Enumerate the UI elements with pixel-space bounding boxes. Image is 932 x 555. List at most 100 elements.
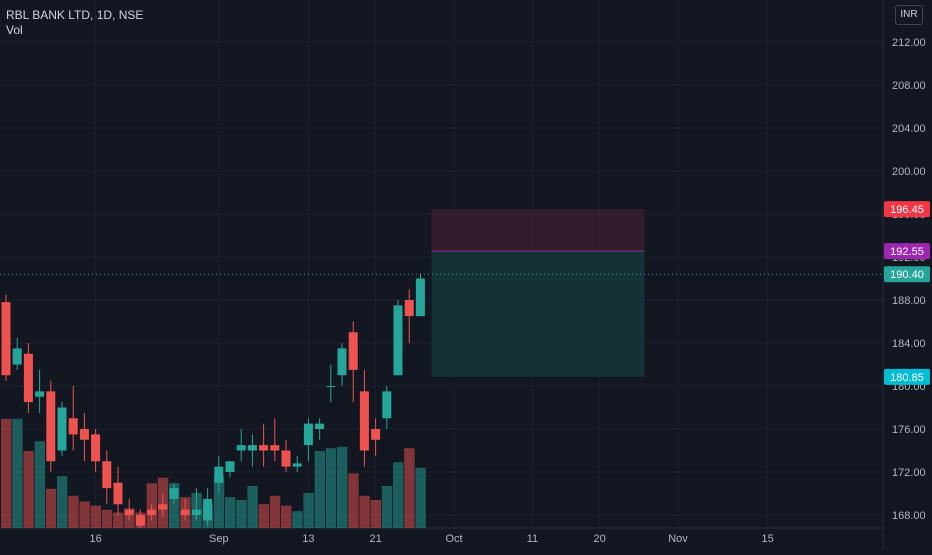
stop-price-badge-bg bbox=[884, 201, 930, 218]
candle-body[interactable] bbox=[147, 509, 157, 515]
candle-body[interactable] bbox=[46, 391, 56, 462]
candle-body[interactable] bbox=[393, 305, 403, 376]
candle-body[interactable] bbox=[57, 407, 67, 451]
time-tick-label: Oct bbox=[445, 533, 462, 545]
volume-bar bbox=[169, 483, 180, 528]
volume-bar bbox=[57, 476, 68, 528]
stop-loss-zone[interactable] bbox=[431, 209, 645, 252]
price-tick-label: 188.00 bbox=[892, 295, 926, 307]
volume-bar bbox=[90, 505, 101, 528]
candle-body[interactable] bbox=[135, 515, 145, 526]
volume-bar bbox=[292, 511, 303, 528]
time-tick-label: Sep bbox=[209, 533, 229, 545]
candle-body[interactable] bbox=[124, 509, 134, 515]
take-profit-zone[interactable] bbox=[431, 251, 645, 377]
candle-body[interactable] bbox=[23, 353, 33, 403]
volume-bar bbox=[258, 504, 269, 528]
volume-bar bbox=[393, 462, 404, 528]
price-tick-label: 168.00 bbox=[892, 510, 926, 522]
target-price-badge: 180.85 bbox=[890, 372, 924, 384]
candle-body[interactable] bbox=[91, 434, 101, 462]
volume-bar bbox=[23, 451, 34, 528]
time-tick-label: 13 bbox=[302, 533, 314, 545]
volume-bar bbox=[1, 418, 12, 528]
candle-body[interactable] bbox=[337, 348, 347, 376]
volume-bar bbox=[225, 497, 236, 528]
time-tick-label: Nov bbox=[668, 533, 688, 545]
stop-price-badge: 196.45 bbox=[890, 204, 924, 216]
candle-body[interactable] bbox=[12, 348, 22, 365]
candle-body[interactable] bbox=[415, 278, 425, 317]
volume-bar bbox=[68, 495, 79, 528]
volume-bar bbox=[404, 448, 415, 528]
volume-bar bbox=[269, 495, 281, 528]
candle-body[interactable] bbox=[359, 391, 369, 451]
candle-body[interactable] bbox=[214, 466, 224, 483]
volume-bar bbox=[281, 505, 292, 528]
price-tick-label: 172.00 bbox=[892, 467, 926, 479]
candle-body[interactable] bbox=[236, 445, 246, 451]
candle-body[interactable] bbox=[225, 461, 235, 472]
price-tick-label: 184.00 bbox=[892, 338, 926, 350]
candle-body[interactable] bbox=[382, 391, 392, 419]
candle-body[interactable] bbox=[203, 498, 213, 521]
candle-body[interactable] bbox=[169, 488, 179, 499]
price-tick-label: 204.00 bbox=[892, 123, 926, 135]
candle-body[interactable] bbox=[348, 332, 358, 370]
candle-body[interactable] bbox=[371, 429, 381, 440]
volume-label: Vol bbox=[6, 23, 23, 37]
volume-bar bbox=[337, 446, 348, 528]
volume-bar bbox=[381, 486, 393, 528]
volume-bar bbox=[213, 476, 225, 528]
volume-bar bbox=[79, 501, 90, 528]
candle-body[interactable] bbox=[79, 429, 89, 440]
volume-bar bbox=[359, 495, 370, 528]
currency-button[interactable]: INR bbox=[895, 5, 923, 25]
last-price-badge-bg bbox=[884, 266, 930, 283]
entry-price-badge: 192.55 bbox=[890, 246, 924, 258]
price-tick-label: 176.00 bbox=[892, 424, 926, 436]
time-tick-label: 11 bbox=[527, 533, 538, 545]
volume-bar bbox=[303, 493, 314, 528]
volume-bar bbox=[314, 451, 325, 528]
last-price-badge: 190.40 bbox=[890, 269, 924, 281]
candle-body[interactable] bbox=[247, 445, 257, 451]
volume-bar bbox=[370, 500, 381, 528]
candle-body[interactable] bbox=[404, 300, 414, 317]
candle-body[interactable] bbox=[1, 302, 11, 376]
volume-bar bbox=[325, 448, 337, 528]
volume-bar bbox=[348, 473, 359, 528]
price-tick-label: 208.00 bbox=[892, 80, 926, 92]
candle-body[interactable] bbox=[180, 509, 190, 515]
volume-bar bbox=[415, 467, 426, 528]
time-tick-label: 21 bbox=[369, 533, 381, 545]
candle-body[interactable] bbox=[158, 504, 168, 510]
candle-body[interactable] bbox=[191, 509, 201, 515]
time-tick-label: 16 bbox=[89, 533, 101, 545]
candle-body[interactable] bbox=[292, 463, 302, 467]
volume-bar bbox=[236, 500, 247, 528]
candle-body[interactable] bbox=[102, 461, 112, 489]
candle-body[interactable] bbox=[259, 445, 269, 451]
volume-bar bbox=[113, 512, 124, 528]
candle-body[interactable] bbox=[270, 445, 280, 451]
price-tick-label: 200.00 bbox=[892, 166, 926, 178]
volume-bar bbox=[247, 486, 258, 528]
time-tick-label: 15 bbox=[761, 533, 773, 545]
volume-bar bbox=[101, 509, 113, 528]
candle-body[interactable] bbox=[68, 418, 78, 435]
time-tick-label: 20 bbox=[593, 533, 605, 545]
price-tick-label: 212.00 bbox=[892, 37, 926, 49]
candle-body[interactable] bbox=[113, 482, 123, 505]
candle-body[interactable] bbox=[35, 391, 45, 397]
candle-body[interactable] bbox=[326, 386, 336, 387]
symbol-title: RBL BANK LTD, 1D, NSE bbox=[6, 8, 144, 22]
candle-body[interactable] bbox=[303, 423, 313, 446]
candle-body[interactable] bbox=[315, 423, 325, 429]
candle-body[interactable] bbox=[281, 450, 291, 467]
volume-bar bbox=[45, 488, 57, 528]
entry-price-badge-bg bbox=[884, 243, 930, 260]
volume-bar bbox=[34, 441, 45, 528]
